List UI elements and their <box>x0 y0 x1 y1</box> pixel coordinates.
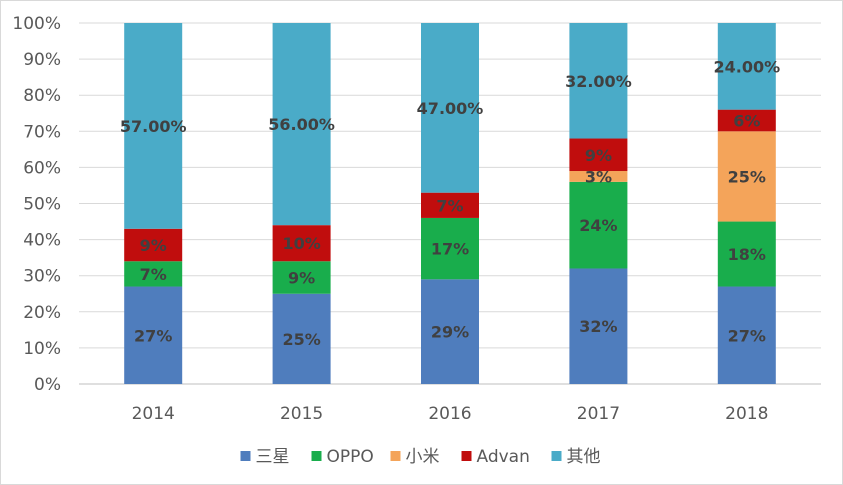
data-label: 9% <box>140 236 167 255</box>
legend-item: OPPO <box>311 447 374 467</box>
y-tick-label: 70% <box>23 122 61 142</box>
legend-item: 三星 <box>240 447 290 467</box>
legend-label: 三星 <box>256 447 290 467</box>
legend-item: 小米 <box>390 447 440 467</box>
data-label: 9% <box>585 146 612 165</box>
data-label: 47.00% <box>417 99 484 118</box>
x-tick-label: 2015 <box>280 404 323 424</box>
data-label: 25% <box>728 167 766 186</box>
y-tick-label: 40% <box>23 231 61 251</box>
legend-label: OPPO <box>327 447 374 467</box>
legend-label: Advan <box>477 447 530 467</box>
bar-segment <box>569 171 628 182</box>
data-labels: 27% 7% 9% 57.00% 25% 9% 10% 56.00% 29% 17% 7% 47.00… <box>120 57 780 349</box>
data-label: 27% <box>134 326 172 345</box>
axes: 0% 10% 20% 30% 40% 50% 60% 70% 80% 90% 100% 2014 201… <box>12 14 768 424</box>
bar-segment <box>421 23 479 193</box>
data-label: 18% <box>728 245 766 264</box>
x-tick-label: 2016 <box>428 404 471 424</box>
legend-swatch <box>311 451 322 461</box>
bar-segment <box>717 109 776 132</box>
bar-segment <box>272 225 331 262</box>
legend-item: Advan <box>461 447 530 467</box>
legend-swatch <box>390 451 401 461</box>
bar-segment <box>124 286 183 384</box>
legend-item: 其他 <box>551 447 601 467</box>
bar-segment <box>124 23 183 229</box>
data-label: 9% <box>288 269 315 288</box>
bar-segment <box>717 131 776 222</box>
bars <box>124 23 776 384</box>
legend-label: 小米 <box>406 447 440 467</box>
y-tick-label: 0% <box>34 375 61 395</box>
y-tick-label: 60% <box>23 158 61 178</box>
data-label: 17% <box>431 240 469 259</box>
data-label: 25% <box>282 330 320 349</box>
y-tick-label: 100% <box>12 14 61 34</box>
x-tick-label: 2018 <box>725 404 768 424</box>
legend: 三星 OPPO 小米 Advan 其他 <box>240 447 601 467</box>
data-label: 27% <box>728 326 766 345</box>
data-label: 57.00% <box>120 117 187 136</box>
data-label: 6% <box>733 111 760 130</box>
bar-segment <box>421 279 479 384</box>
x-tick-label: 2014 <box>132 404 175 424</box>
bar-segment <box>421 192 479 218</box>
data-label: 7% <box>436 196 463 215</box>
legend-label: 其他 <box>567 447 601 467</box>
y-tick-label: 90% <box>23 50 61 70</box>
legend-swatch <box>551 451 562 461</box>
bar-segment <box>569 23 628 139</box>
data-label: 32.00% <box>565 72 632 91</box>
bar-segment <box>124 261 183 287</box>
y-tick-label: 50% <box>23 195 61 215</box>
bar-segment <box>717 221 776 287</box>
bar-segment <box>569 138 628 172</box>
bar-segment <box>569 181 628 269</box>
data-label: 56.00% <box>268 115 335 134</box>
data-label: 29% <box>431 323 469 342</box>
legend-swatch <box>240 451 251 461</box>
bar-segment <box>272 293 331 384</box>
bar-segment <box>124 228 183 262</box>
y-tick-label: 30% <box>23 267 61 287</box>
data-label: 24.00% <box>713 57 780 76</box>
data-label: 10% <box>282 234 320 253</box>
bar-segment <box>717 23 776 110</box>
legend-swatch <box>461 451 472 461</box>
bar-segment <box>569 268 628 384</box>
y-tick-label: 80% <box>23 86 61 106</box>
data-label: 7% <box>140 265 167 284</box>
y-tick-label: 20% <box>23 303 61 323</box>
bar-segment <box>717 286 776 384</box>
x-tick-label: 2017 <box>577 404 620 424</box>
data-label: 3% <box>585 167 612 186</box>
bar-segment <box>272 261 331 294</box>
data-label: 32% <box>579 317 617 336</box>
data-label: 24% <box>579 216 617 235</box>
bar-segment <box>272 23 331 226</box>
bar-segment <box>421 217 479 280</box>
y-tick-label: 10% <box>23 339 61 359</box>
